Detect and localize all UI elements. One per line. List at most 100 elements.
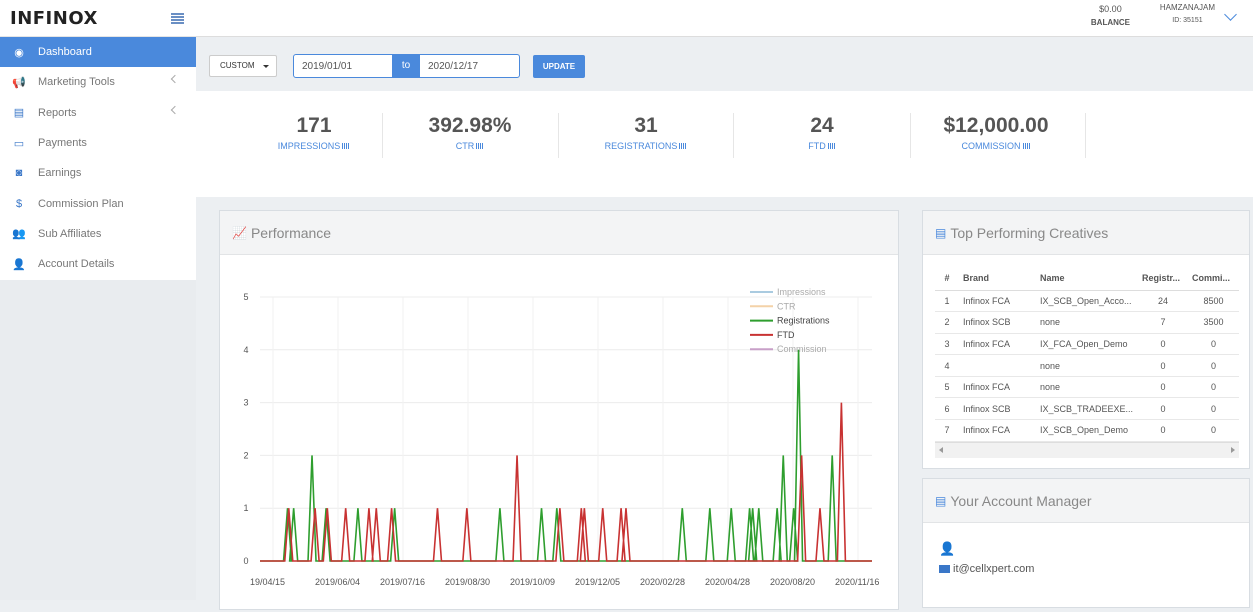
table-cell: Infinox SCB [959, 397, 1036, 421]
table-row[interactable]: 3 Infinox FCA IX_FCA_Open_Demo 0 0 [935, 333, 1239, 356]
update-button[interactable]: UPDATE [533, 55, 585, 78]
sidebar-item-earnings[interactable]: ◙ Earnings [0, 158, 196, 188]
performance-panel: 📈 Performance 0 1 2 3 4 5 19/04/15 2019/06/04 20… [219, 210, 899, 610]
column-header[interactable]: Registr... [1138, 267, 1188, 291]
sidebar-item-dashboard[interactable]: ◉ Dashboard [0, 37, 196, 68]
table-cell: 0 [1138, 397, 1188, 421]
table-cell: none [1036, 311, 1138, 334]
bar-chart-icon [679, 143, 688, 149]
x-tick-label: 2019/08/30 [445, 577, 490, 587]
envelope-icon [939, 565, 950, 573]
table-cell: Infinox FCA [959, 290, 1036, 313]
sidebar-item-sub-affiliates[interactable]: 👥 Sub Affiliates [0, 219, 196, 249]
chevron-down-icon[interactable] [1224, 8, 1237, 21]
table-cell: 0 [1188, 354, 1239, 377]
panel-title: Your Account Manager [950, 492, 1092, 509]
sidebar-item-account-details[interactable]: 👤 Account Details [0, 249, 196, 279]
date-to-input[interactable] [419, 54, 520, 78]
table-cell: 8500 [1188, 290, 1239, 313]
table-header-row: # Brand Name Registr... Commi... [935, 267, 1239, 291]
menu-toggle-icon[interactable] [171, 12, 184, 24]
table-cell: 3500 [1188, 311, 1239, 334]
table-icon: ▤ [935, 493, 947, 508]
stats-strip: 171 IMPRESSIONS 392.98% CTR 31 REGISTRAT… [196, 91, 1253, 197]
sidebar-item-label: Marketing Tools [38, 76, 115, 89]
column-header[interactable]: Name [1036, 267, 1138, 291]
brand-logo[interactable]: INFINOX [10, 7, 98, 29]
legend-entry: Impressions [777, 287, 826, 297]
panel-header: ▤ Your Account Manager [923, 479, 1249, 523]
stat-label: FTD [808, 141, 826, 151]
sidebar-item-commission-plan[interactable]: $ Commission Plan [0, 188, 196, 218]
divider [382, 113, 383, 158]
panel-title: Performance [250, 224, 332, 241]
stat-label: REGISTRATIONS [604, 141, 678, 151]
user-icon: 👤 [939, 541, 956, 556]
sidebar-item-reports[interactable]: ▤ Reports [0, 98, 196, 128]
stat-label: CTR [455, 141, 475, 151]
stat-impressions: 171 IMPRESSIONS [244, 113, 384, 158]
legend-entry: Commission [777, 344, 827, 354]
user-icon: 👤 [12, 258, 26, 271]
sidebar-item-marketing-tools[interactable]: 📢 Marketing Tools [0, 67, 196, 97]
date-range-separator: to [393, 54, 419, 78]
table-cell: 0 [1138, 376, 1188, 399]
date-from-input[interactable] [293, 54, 393, 78]
panel-header: 📈 Performance [220, 211, 898, 255]
sidebar-item-label: Payments [38, 137, 87, 150]
table-row[interactable]: 7 Infinox FCA IX_SCB_Open_Demo 0 0 [935, 419, 1239, 442]
stat-ftd: 24 FTD [752, 113, 892, 158]
stat-label-link[interactable]: CTR [400, 141, 540, 151]
sidebar-item-label: Commission Plan [38, 197, 124, 210]
user-menu[interactable]: HAMZANAJAM ID: 35151 [1160, 1, 1215, 27]
range-select[interactable]: CUSTOM [209, 55, 277, 77]
range-select-value: CUSTOM [220, 61, 255, 70]
table-row[interactable]: 6 Infinox SCB IX_SCB_TRADEEXE... 0 0 [935, 397, 1239, 421]
column-header[interactable]: # [935, 267, 959, 291]
stat-label-link[interactable]: REGISTRATIONS [576, 141, 716, 151]
column-header[interactable]: Commi... [1188, 267, 1239, 291]
table-icon: ▤ [935, 225, 947, 240]
stat-label: COMMISSION [961, 141, 1021, 151]
list-alt-icon: ▤ [13, 107, 25, 120]
legend-entry: Registrations [777, 316, 830, 326]
sidebar-item-payments[interactable]: ▭ Payments [0, 128, 196, 158]
table-cell: 0 [1138, 419, 1188, 442]
manager-email-row: it@cellxpert.com [939, 563, 1233, 575]
legend-entry: FTD [777, 330, 795, 340]
sidebar-item-label: Account Details [38, 258, 115, 271]
date-filter-bar: CUSTOM to UPDATE [196, 38, 1253, 91]
table-row[interactable]: 1 Infinox FCA IX_SCB_Open_Acco... 24 8500 [935, 290, 1239, 313]
x-tick-label: 2020/11/16 [835, 577, 879, 587]
bar-chart-icon [342, 143, 351, 149]
horizontal-scrollbar[interactable] [935, 441, 1239, 458]
table-cell: 5 [935, 376, 959, 399]
table-cell: IX_SCB_Open_Acco... [1036, 290, 1138, 313]
column-header[interactable]: Brand [959, 267, 1036, 291]
bar-chart-icon [476, 143, 485, 149]
x-tick-label: 2019/12/05 [575, 577, 620, 587]
stat-label-link[interactable]: FTD [752, 141, 892, 151]
credit-card-icon: ▭ [13, 137, 25, 150]
table-row[interactable]: 4 none 0 0 [935, 354, 1239, 377]
chevron-left-icon [170, 75, 180, 84]
scroll-left-icon[interactable] [939, 446, 943, 453]
table-cell: 7 [1138, 311, 1188, 334]
y-tick-label: 5 [243, 292, 248, 302]
x-tick-label: 2019/10/09 [510, 577, 555, 587]
caret-down-icon [263, 65, 269, 68]
stat-label-link[interactable]: COMMISSION [926, 141, 1066, 151]
table-row[interactable]: 5 Infinox FCA none 0 0 [935, 376, 1239, 399]
balance-label: BALANCE [1090, 18, 1130, 27]
x-tick-label: 2019/07/16 [380, 577, 425, 587]
stat-value: $12,000.00 [943, 114, 1049, 137]
table-cell: 0 [1138, 354, 1188, 377]
table-row[interactable]: 2 Infinox SCB none 7 3500 [935, 311, 1239, 334]
table-cell: IX_FCA_Open_Demo [1036, 333, 1138, 356]
table-cell: IX_SCB_TRADEEXE... [1036, 397, 1138, 421]
y-tick-label: 2 [243, 450, 248, 460]
brand-bar: INFINOX [0, 0, 196, 37]
manager-email[interactable]: it@cellxpert.com [953, 563, 1035, 575]
scroll-right-icon[interactable] [1231, 446, 1235, 453]
stat-label-link[interactable]: IMPRESSIONS [244, 141, 384, 151]
